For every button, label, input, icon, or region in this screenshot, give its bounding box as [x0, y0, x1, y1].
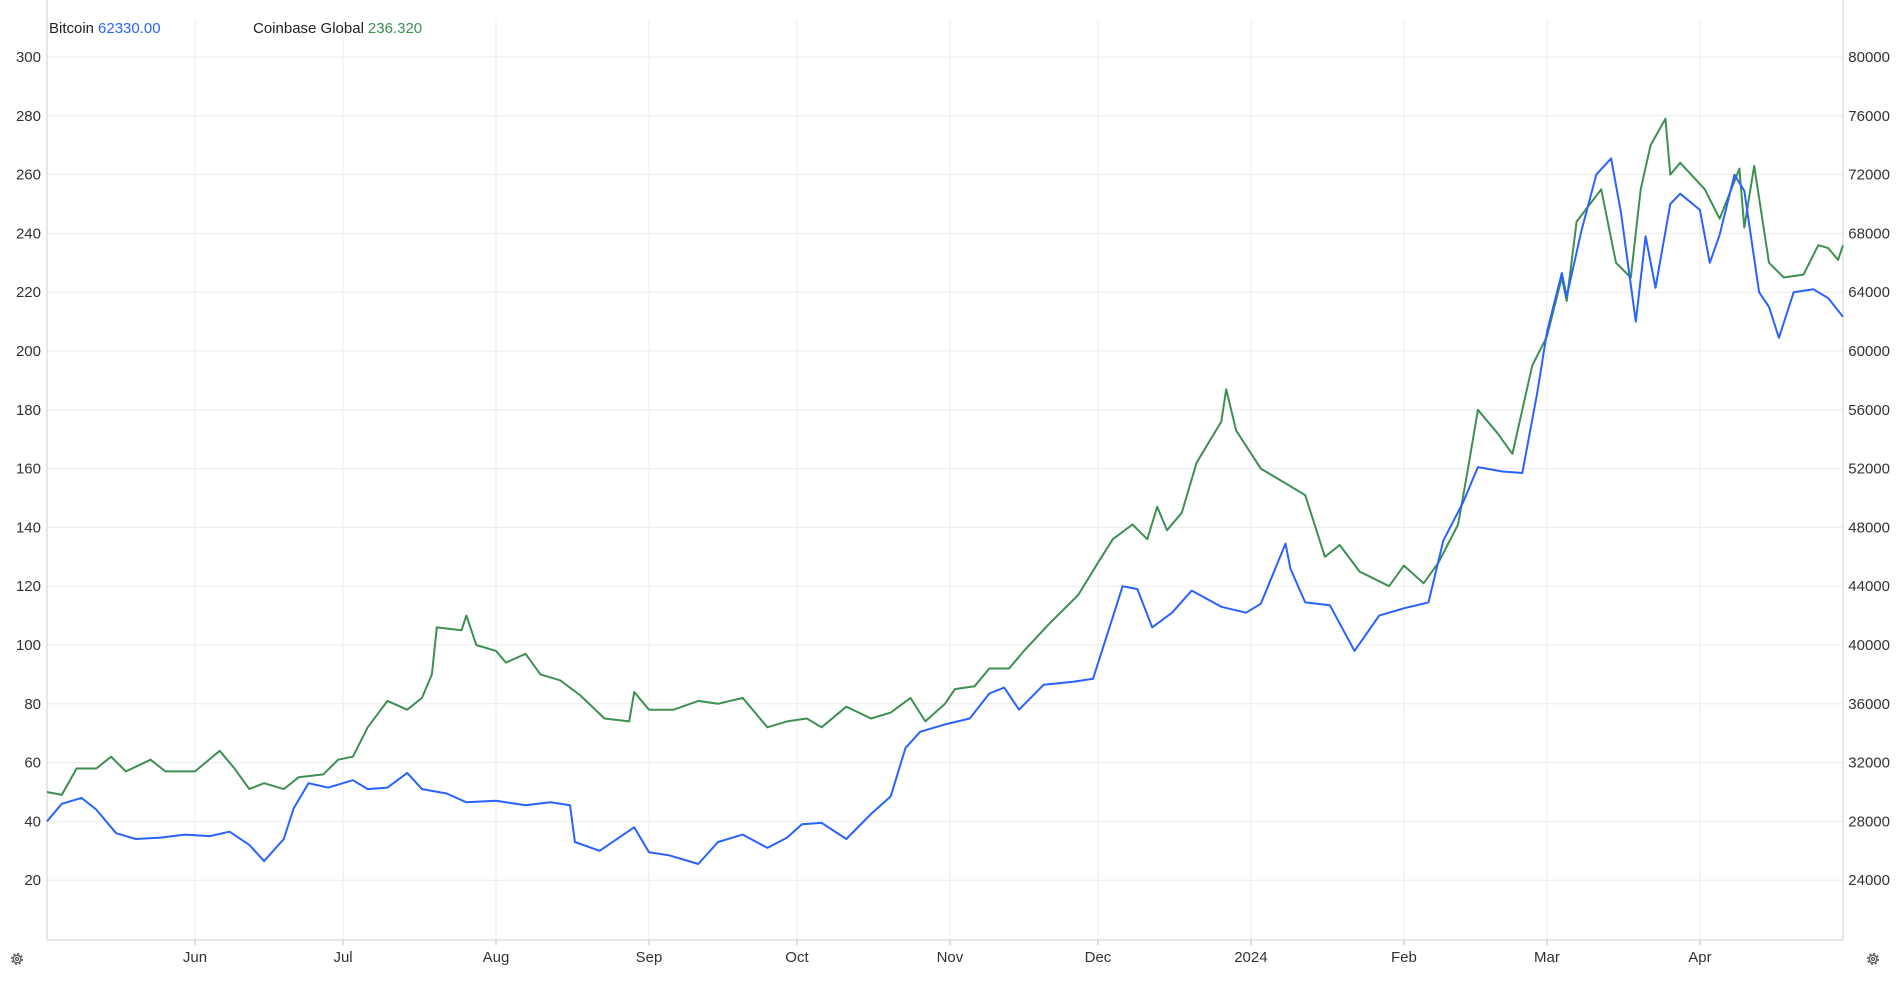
- right-tick-label: 24000: [1848, 872, 1890, 889]
- x-tick-label: Mar: [1534, 949, 1560, 966]
- right-tick-label: 36000: [1848, 696, 1890, 713]
- right-axis-ticks: 80000 76000 72000 68000 64000 60000 56000 52000…: [1848, 49, 1890, 889]
- right-tick-label: 68000: [1848, 225, 1890, 242]
- left-tick-label: 300: [16, 49, 41, 66]
- x-tick-label: Aug: [483, 949, 510, 966]
- left-tick-label: 20: [24, 872, 41, 889]
- right-tick-label: 72000: [1848, 167, 1890, 184]
- x-axis-ticks: Jun Jul Aug Sep Oct Nov Dec 2024 Feb Mar Apr: [183, 949, 1712, 966]
- legend-coinbase-label: Coinbase Global: [253, 20, 364, 37]
- bitcoin-series-line: [46, 157, 1844, 865]
- settings-gear-icon[interactable]: [8, 950, 26, 968]
- legend-coinbase[interactable]: Coinbase Global 236.320: [253, 20, 422, 37]
- left-tick-label: 60: [24, 755, 41, 772]
- chart-axes: [46, 0, 1844, 945]
- x-tick-label: Oct: [785, 949, 809, 966]
- x-tick-label: Jun: [183, 949, 207, 966]
- left-tick-label: 120: [16, 578, 41, 595]
- x-tick-label: Nov: [937, 949, 964, 966]
- left-tick-label: 220: [16, 284, 41, 301]
- right-tick-label: 48000: [1848, 519, 1890, 536]
- left-tick-label: 80: [24, 696, 41, 713]
- right-tick-label: 60000: [1848, 343, 1890, 360]
- legend-coinbase-value: 236.320: [367, 20, 423, 37]
- right-tick-label: 28000: [1848, 813, 1890, 830]
- x-tick-label: Sep: [636, 949, 663, 966]
- right-tick-label: 32000: [1848, 755, 1890, 772]
- x-tick-label: Dec: [1085, 949, 1112, 966]
- x-tick-label: Feb: [1391, 949, 1417, 966]
- legend-bitcoin-label: Bitcoin: [49, 20, 95, 37]
- legend-bitcoin[interactable]: Bitcoin 62330.00: [49, 20, 161, 37]
- coinbase-series-line: [46, 117, 1844, 796]
- x-tick-label: 2024: [1234, 949, 1267, 966]
- left-tick-label: 240: [16, 225, 41, 242]
- left-axis-ticks: 300 280 260 240 220 200 180 160 140 120 100 80 60 40 2…: [16, 49, 41, 889]
- settings-gear-icon[interactable]: [1864, 950, 1882, 968]
- x-tick-label: Jul: [333, 949, 352, 966]
- left-tick-label: 140: [16, 519, 41, 536]
- right-tick-label: 44000: [1848, 578, 1890, 595]
- right-tick-label: 40000: [1848, 637, 1890, 654]
- left-tick-label: 200: [16, 343, 41, 360]
- right-tick-label: 52000: [1848, 461, 1890, 478]
- left-tick-label: 100: [16, 637, 41, 654]
- chart-series: [46, 117, 1844, 865]
- left-tick-label: 40: [24, 813, 41, 830]
- legend-bitcoin-value: 62330.00: [98, 20, 161, 37]
- left-tick-label: 160: [16, 461, 41, 478]
- right-tick-label: 76000: [1848, 108, 1890, 125]
- x-tick-label: Apr: [1688, 949, 1711, 966]
- right-tick-label: 80000: [1848, 49, 1890, 66]
- left-tick-label: 280: [16, 108, 41, 125]
- chart-grid: [47, 20, 1843, 940]
- right-tick-label: 56000: [1848, 402, 1890, 419]
- right-tick-label: 64000: [1848, 284, 1890, 301]
- left-tick-label: 180: [16, 402, 41, 419]
- left-tick-label: 260: [16, 167, 41, 184]
